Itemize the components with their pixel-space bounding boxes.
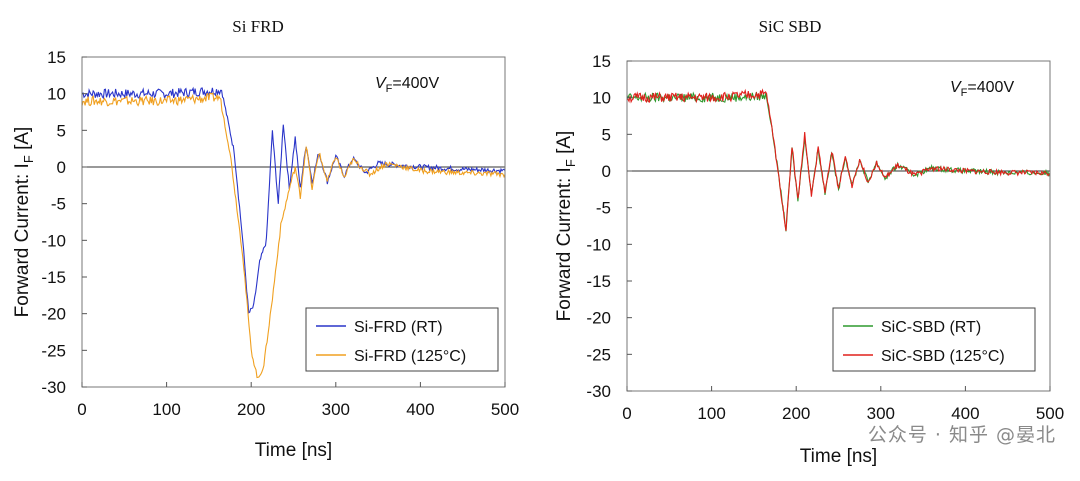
y-tick-label: 10 [592,89,611,108]
x-tick-label: 300 [322,400,350,419]
y-tick-label: -10 [41,231,66,250]
plot-frame [81,56,506,388]
chart-title: Si FRD [232,17,284,36]
x-tick-label: 400 [951,404,979,423]
x-tick-label: 100 [697,404,725,423]
legend: SiC-SBD (RT) SiC-SBD (125°C) [832,307,1036,372]
y-tick-label: -25 [586,345,611,364]
y-tick-label: 0 [57,158,66,177]
x-tick-label: 0 [622,404,631,423]
chart-2: SiC SBD 0 100 200 300 400 500 15 10 5 0 -5 -10 -15 -20… [554,17,1064,467]
x-tick-label: 100 [152,400,180,419]
y-tick-label: -5 [51,195,66,214]
y-tick-label: -30 [41,378,66,397]
y-tick-label: 5 [57,121,66,140]
chart-1: Si FRD 0 100 200 300 400 500 15 10 5 0 -5 -10 -15 -20 -… [12,17,519,461]
legend-box [305,307,499,372]
x-tick-label: 0 [77,400,86,419]
chart-title: SiC SBD [759,17,822,36]
y-tick-label: -25 [41,341,66,360]
series-line-1 [626,91,1051,232]
y-tick-label: -20 [586,309,611,328]
x-tick-label: 500 [491,400,519,419]
x-tick-label: 500 [1036,404,1064,423]
series-line-2 [81,92,506,379]
y-tick-label: -20 [41,305,66,324]
x-tick-label: 200 [782,404,810,423]
series-line-1 [81,86,506,314]
legend-box [832,307,1036,372]
x-tick-label: 300 [867,404,895,423]
x-axis-label: Time [ns] [255,440,332,461]
legend: Si-FRD (RT) Si-FRD (125°C) [305,307,499,372]
voltage-annotation: VF=400V [950,79,1014,99]
y-tick-label: 5 [602,125,611,144]
legend-label: SiC-SBD (125°C) [881,348,1005,365]
y-tick-label: -30 [586,382,611,401]
legend-label: SiC-SBD (RT) [881,319,981,336]
y-tick-label: -10 [586,235,611,254]
y-tick-label: 10 [47,85,66,104]
y-tick-label: 15 [592,52,611,71]
y-tick-label: -15 [586,272,611,291]
y-axis-label: Forward Current: IF [A] [12,127,36,318]
y-tick-label: -5 [596,199,611,218]
legend-label: Si-FRD (RT) [354,319,443,336]
series-line-2 [626,88,1051,231]
plot-frame [626,60,1051,392]
y-tick-label: 0 [602,162,611,181]
y-tick-label: -15 [41,268,66,287]
voltage-annotation: VF=400V [375,75,439,95]
y-tick-label: 15 [47,48,66,67]
x-tick-label: 200 [237,400,265,419]
x-axis-label: Time [ns] [800,446,877,467]
watermark: 公众号 · 知乎 @晏北 [867,424,1056,446]
legend-label: Si-FRD (125°C) [354,348,466,365]
y-axis-label: Forward Current: IF [A] [554,131,578,322]
x-tick-label: 400 [406,400,434,419]
